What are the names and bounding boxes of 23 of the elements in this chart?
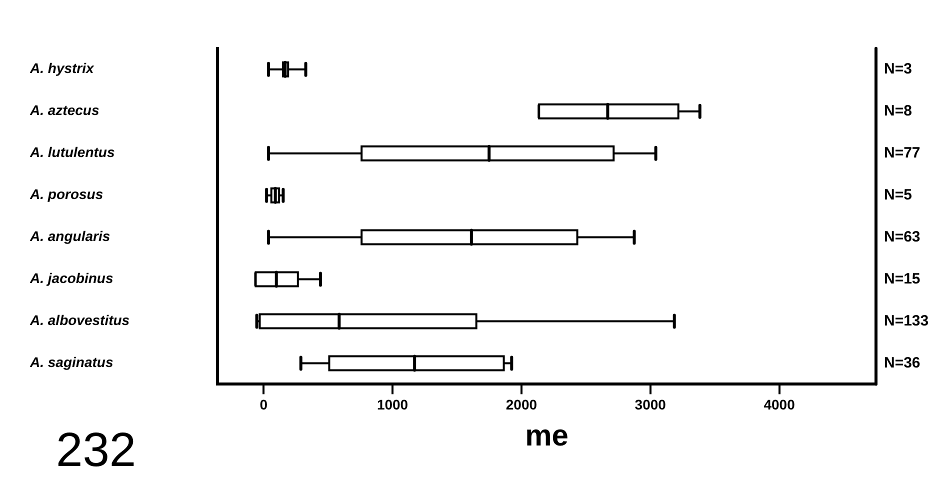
text: N=5 (884, 186, 912, 204)
text: N=63 (884, 228, 920, 246)
text: 232 (56, 424, 136, 478)
x-tick-label: 0 (260, 396, 268, 412)
y-tick-label: A. saginatus (29, 354, 114, 370)
text: N=36 (884, 354, 920, 372)
text: N=15 (884, 270, 920, 288)
text: N=133 (884, 312, 929, 330)
x-tick-label: 3000 (634, 396, 666, 412)
y-tick-label: A. aztecus (29, 102, 100, 118)
text: N=8 (884, 102, 912, 120)
y-tick-label: A. lutulentus (29, 144, 115, 160)
x-tick-label: 2000 (506, 396, 538, 412)
text: N=77 (884, 144, 920, 162)
x-tick-label: 4000 (764, 396, 796, 412)
y-tick-label: A. porosus (29, 186, 104, 202)
x-axis-title: me (525, 419, 568, 452)
y-tick-label: A. hystrix (29, 60, 96, 76)
y-tick-label: A. angularis (29, 228, 110, 244)
text: N=3 (884, 60, 912, 78)
y-tick-label: A. jacobinus (29, 270, 114, 286)
y-tick-label: A. albovestitus (29, 312, 130, 328)
x-tick-label: 1000 (376, 396, 408, 412)
